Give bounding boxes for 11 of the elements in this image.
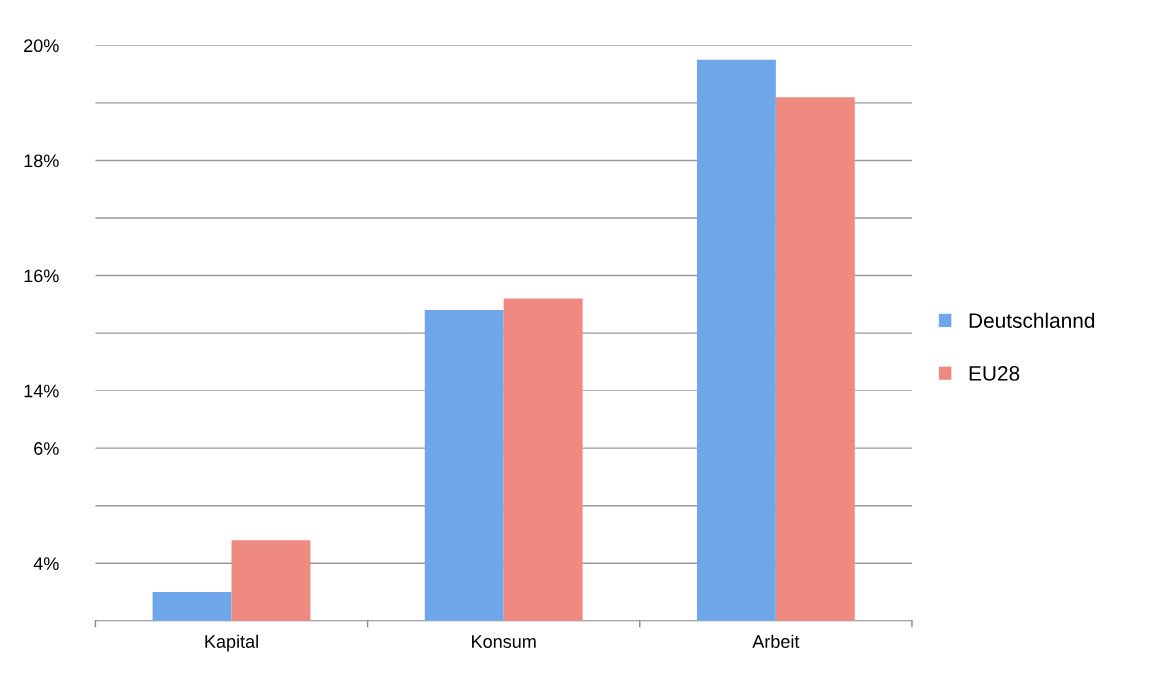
x-tick-label: Arbeit — [752, 634, 800, 648]
y-tick-label: 20% — [24, 39, 59, 53]
y-tick-label: 4% — [33, 557, 59, 570]
y-tick-label: 18% — [24, 154, 59, 168]
legend-label: Deutschlannd — [969, 312, 1095, 329]
x-tick-label: Kapital — [205, 634, 258, 652]
y-tick-label: 6% — [34, 442, 59, 455]
y-tick-label: 16% — [24, 269, 59, 283]
x-tick-label: Konsum — [472, 635, 536, 648]
y-tick-label: 14% — [24, 384, 59, 398]
legend-label: EU28 — [969, 366, 1020, 381]
